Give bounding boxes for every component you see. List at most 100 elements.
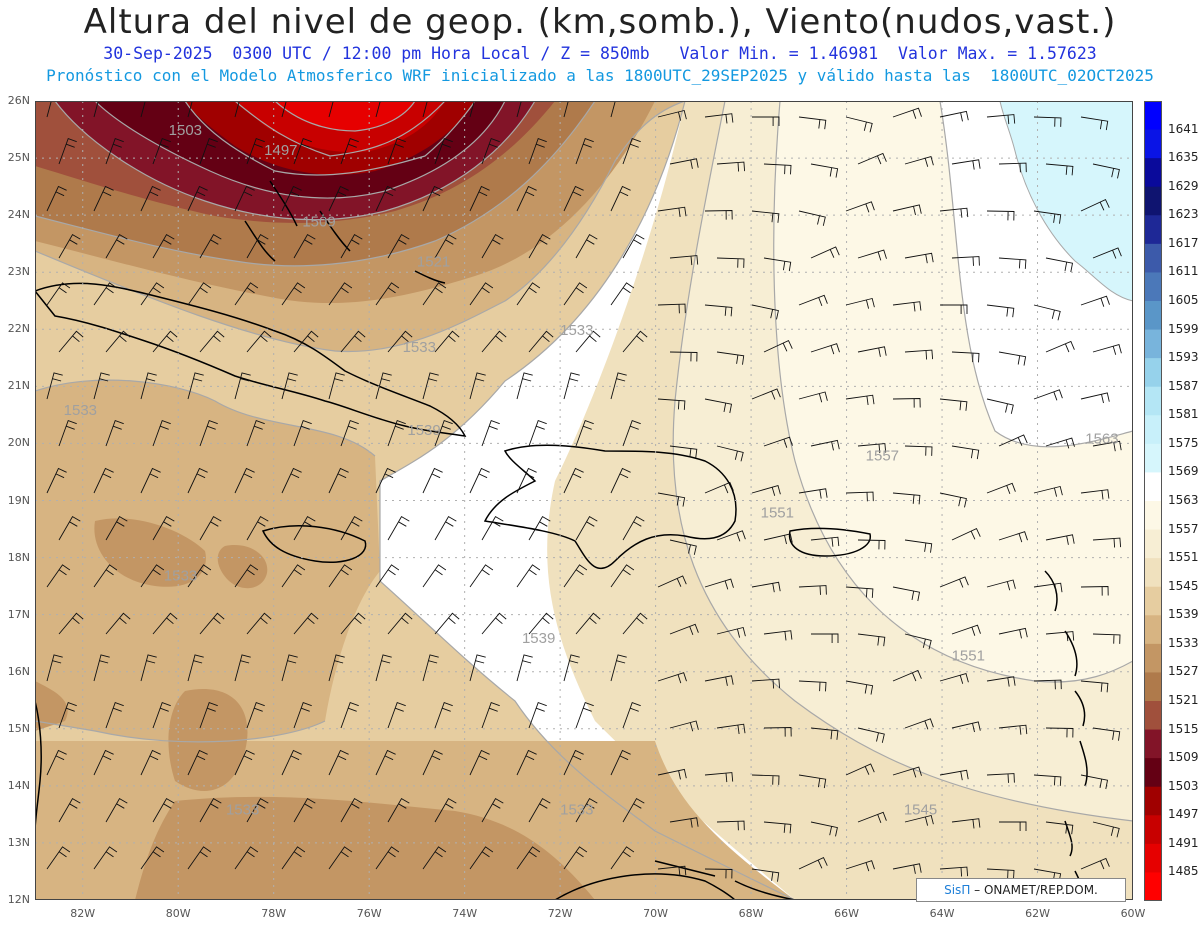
wind-barb [904, 445, 933, 456]
wind-barb [528, 330, 554, 353]
wind-barb [199, 797, 222, 823]
wind-barb [93, 564, 118, 588]
longitude-label: 72W [547, 907, 573, 920]
wind-barb [763, 257, 792, 272]
wind-barb [610, 654, 627, 682]
wind-barb [340, 420, 359, 447]
wind-barb [1080, 586, 1109, 596]
wind-barb [375, 654, 392, 682]
colorbar-swatch [1144, 729, 1162, 759]
wind-barb [998, 531, 1028, 543]
wind-barb [199, 330, 225, 353]
colorbar-label: 1587 [1168, 378, 1199, 393]
wind-barb [234, 282, 259, 306]
wind-barb [798, 210, 826, 226]
wind-barb [140, 749, 161, 776]
wind-barb [46, 467, 67, 494]
colorbar-swatch [1144, 129, 1162, 159]
wind-barb [469, 282, 494, 306]
wind-barb [340, 330, 366, 353]
contour-line [35, 101, 596, 267]
wind-barb [857, 811, 887, 824]
colorbar-label: 1569 [1168, 464, 1199, 479]
wind-barb [293, 797, 316, 823]
wind-barb [375, 101, 381, 118]
longitude-label: 76W [356, 907, 382, 920]
latitude-label: 16N [7, 664, 30, 678]
latitude-label: 14N [7, 778, 30, 792]
wind-barb [763, 630, 793, 641]
coastline-jamaica [261, 525, 367, 563]
wind-barb [751, 581, 781, 593]
wind-barb [1045, 631, 1075, 642]
wind-barb [528, 138, 547, 165]
wind-barb [811, 633, 839, 643]
wind-barb [763, 727, 792, 737]
wind-barb [1045, 340, 1075, 353]
wind-barb [46, 372, 63, 400]
wind-barb [622, 330, 648, 353]
colorbar-label: 1485 [1168, 864, 1199, 879]
wind-barb [810, 821, 838, 837]
contour-label: 1509 [302, 214, 335, 231]
colorbar-swatch [1144, 358, 1162, 388]
wind-barb [892, 398, 921, 408]
wind-barb [328, 654, 345, 682]
chart-subtitle: 30-Sep-2025 0300 UTC / 12:00 pm Hora Loc… [103, 44, 1097, 63]
wind-barb [516, 564, 541, 588]
wind-barb [716, 626, 746, 638]
wind-barb [1080, 295, 1110, 307]
wind-barb [516, 101, 522, 118]
wind-barb [575, 330, 601, 353]
wind-barb [152, 233, 175, 259]
contour-line [35, 379, 376, 457]
wind-barb [187, 185, 208, 212]
wind-barb [93, 372, 110, 400]
wind-barb [246, 420, 265, 447]
wind-barb [951, 351, 980, 363]
wind-barb [575, 612, 601, 635]
wind-barb [105, 612, 131, 635]
contour-label: 1503 [169, 122, 202, 139]
wind-barb [481, 233, 504, 259]
wind-barb [422, 372, 439, 400]
wind-barb [293, 702, 312, 729]
wind-barb [1033, 304, 1061, 321]
shade-1485 [275, 101, 415, 131]
wind-barb [105, 233, 128, 259]
colorbar-swatch [1144, 443, 1162, 473]
wind-barb [610, 372, 627, 400]
wind-barb [845, 116, 873, 133]
wind-barb [234, 749, 255, 776]
wind-barb [469, 654, 486, 682]
wind-barb [199, 420, 218, 447]
wind-barb [422, 185, 443, 212]
wind-barb [340, 797, 363, 823]
wind-barb [140, 654, 157, 682]
contour-label: 1533 [560, 322, 593, 339]
contour-label: 1533 [64, 402, 97, 419]
wind-barb [281, 654, 298, 682]
colorbar-swatch [1144, 215, 1162, 245]
wind-barb [516, 846, 541, 870]
wind-barb [234, 654, 251, 682]
wind-barb [751, 868, 780, 882]
wind-barb [105, 330, 131, 353]
longitude-label: 62W [1025, 907, 1050, 920]
wind-barb [563, 185, 584, 212]
wind-barb [152, 797, 175, 823]
wind-barb [187, 372, 204, 400]
colorbar-swatch [1144, 301, 1162, 331]
wind-barb [657, 768, 687, 780]
contour-label: 1533 [164, 567, 197, 584]
colorbar-label: 1605 [1168, 293, 1199, 307]
forecast-note: Pronóstico con el Modelo Atmosferico WRF… [46, 66, 1154, 85]
contour-line [773, 101, 1133, 683]
wind-barb [1033, 210, 1062, 224]
wind-barb [1045, 534, 1075, 545]
colorbar-label: 1527 [1168, 664, 1199, 679]
wind-barb [857, 539, 886, 550]
contour-label: 1521 [417, 254, 450, 271]
wind-barb [716, 257, 745, 268]
wind-barb [939, 769, 969, 781]
